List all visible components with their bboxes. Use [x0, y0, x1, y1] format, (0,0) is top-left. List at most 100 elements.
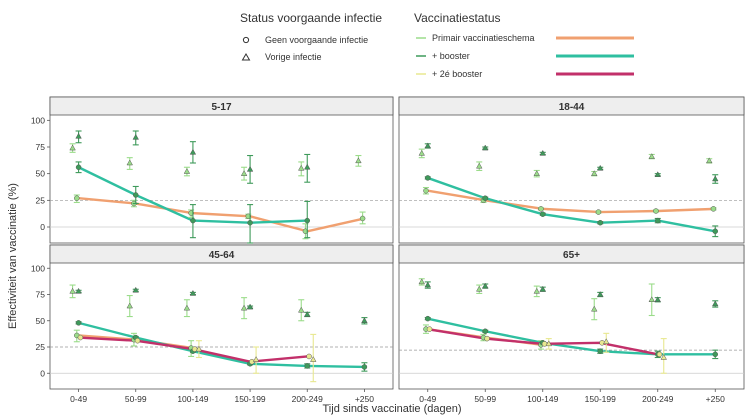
data-point-triangle	[246, 165, 254, 172]
x-tick-label: 100-149	[527, 394, 558, 404]
data-point-triangle	[298, 164, 305, 171]
data-point-circle	[75, 320, 82, 326]
data-point-triangle	[482, 282, 489, 289]
legend-status-item-0: Geen voorgaande infectie	[265, 35, 368, 45]
panel-strip	[398, 96, 745, 116]
data-point-triangle	[246, 303, 254, 310]
data-point-triangle	[304, 163, 311, 170]
data-point-circle	[482, 195, 488, 201]
data-point-triangle	[75, 132, 82, 139]
data-point-circle	[597, 219, 603, 226]
data-point-triangle	[189, 148, 197, 155]
data-point-triangle	[355, 157, 362, 164]
data-point-circle	[655, 217, 661, 224]
data-point-triangle	[132, 133, 139, 140]
data-point-circle	[77, 334, 84, 341]
data-point-triangle	[476, 285, 483, 292]
data-point-circle	[74, 195, 80, 201]
data-point-circle	[425, 175, 431, 181]
data-point-triangle	[195, 345, 203, 352]
data-point-circle	[712, 351, 718, 358]
data-point-triangle	[591, 305, 598, 312]
data-point-circle	[306, 353, 312, 360]
data-point-circle	[190, 217, 196, 224]
y-tick-label: 0	[40, 222, 45, 232]
legend-status-title: Status voorgaande infectie	[240, 11, 382, 25]
data-point-circle	[425, 315, 431, 322]
x-tick-label: +250	[355, 394, 374, 404]
series-line-booster	[78, 321, 365, 369]
data-point-triangle	[183, 168, 191, 174]
x-tick-label: 200-249	[642, 394, 673, 404]
panel-title: 5-17	[211, 102, 231, 113]
y-tick-label: 25	[36, 195, 46, 205]
y-tick-label: 0	[40, 368, 45, 378]
panel-18-44: 18-44	[398, 96, 745, 244]
series-line-primary	[78, 197, 365, 233]
x-tick-label: 200-249	[292, 394, 323, 404]
data-point-circle	[653, 208, 659, 214]
panel-65+: 65+ 0-49 50-99 100-149 150-199 200-249 +250	[398, 244, 745, 404]
y-tick-label: 75	[36, 142, 46, 152]
data-point-circle	[712, 228, 718, 235]
series-line-booster	[427, 176, 716, 233]
panel-frame	[49, 96, 394, 244]
x-tick-label: 50-99	[125, 394, 147, 404]
data-point-circle	[304, 217, 310, 224]
data-point-triangle	[597, 290, 604, 297]
panel-5-17: 5-17 0 25 50 75 100	[31, 96, 394, 244]
data-point-triangle	[654, 296, 661, 302]
data-point-triangle	[298, 306, 305, 313]
data-point-triangle	[183, 304, 191, 311]
data-point-triangle	[591, 170, 598, 176]
data-point-triangle	[69, 287, 76, 294]
y-tick-label: 75	[36, 290, 46, 300]
data-point-circle	[540, 211, 546, 217]
data-point-triangle	[240, 170, 248, 176]
series-line-primary	[427, 189, 716, 214]
x-tick-label: 150-199	[234, 394, 265, 404]
legend-triangle-icon	[241, 53, 251, 61]
data-point-circle	[710, 206, 717, 212]
panel-frame	[49, 244, 394, 390]
data-point-triangle	[310, 356, 317, 362]
data-point-circle	[134, 337, 141, 344]
data-point-circle	[656, 351, 663, 358]
data-point-circle	[133, 192, 139, 198]
data-point-triangle	[476, 162, 483, 169]
data-point-triangle	[418, 149, 425, 156]
data-point-triangle	[539, 285, 546, 292]
x-tick-label: 100-149	[177, 394, 208, 404]
legend-circle-icon	[242, 36, 250, 44]
data-point-triangle	[361, 317, 368, 323]
data-point-triangle	[189, 289, 197, 296]
y-tick-label: 100	[31, 115, 45, 125]
data-point-triangle	[69, 144, 76, 151]
data-point-triangle	[533, 170, 540, 176]
data-point-circle	[361, 364, 368, 370]
legend-vacc-title: Vaccinatiestatus	[414, 11, 501, 25]
series-line-booster	[427, 317, 716, 356]
legend-vacc-item-1: + booster	[432, 51, 470, 61]
data-point-circle	[426, 326, 433, 332]
legend: Status voorgaande infectie Geen voorgaan…	[240, 11, 634, 79]
data-point-triangle	[482, 144, 489, 151]
x-axis-title: Tijd sinds vaccinatie (dagen)	[323, 403, 462, 415]
data-point-triangle	[418, 278, 425, 285]
data-point-circle	[304, 363, 310, 369]
data-point-triangle	[126, 302, 133, 309]
data-point-triangle	[597, 164, 604, 171]
panel-title: 65+	[563, 250, 580, 261]
data-point-triangle	[660, 353, 667, 360]
data-point-triangle	[545, 340, 552, 347]
data-point-triangle	[648, 153, 655, 159]
x-tick-label: 0-49	[419, 394, 436, 404]
data-point-triangle	[603, 338, 610, 344]
data-point-triangle	[304, 310, 311, 317]
panels-layer: 5-17 0 25 50 75 100 18-44 45-64 0 25 50 75 100 0-49 50…	[31, 96, 745, 404]
data-point-triangle	[424, 281, 431, 288]
panel-strip	[49, 244, 394, 264]
y-tick-label: 25	[36, 342, 46, 352]
data-point-triangle	[424, 142, 431, 149]
data-point-triangle	[240, 304, 248, 311]
